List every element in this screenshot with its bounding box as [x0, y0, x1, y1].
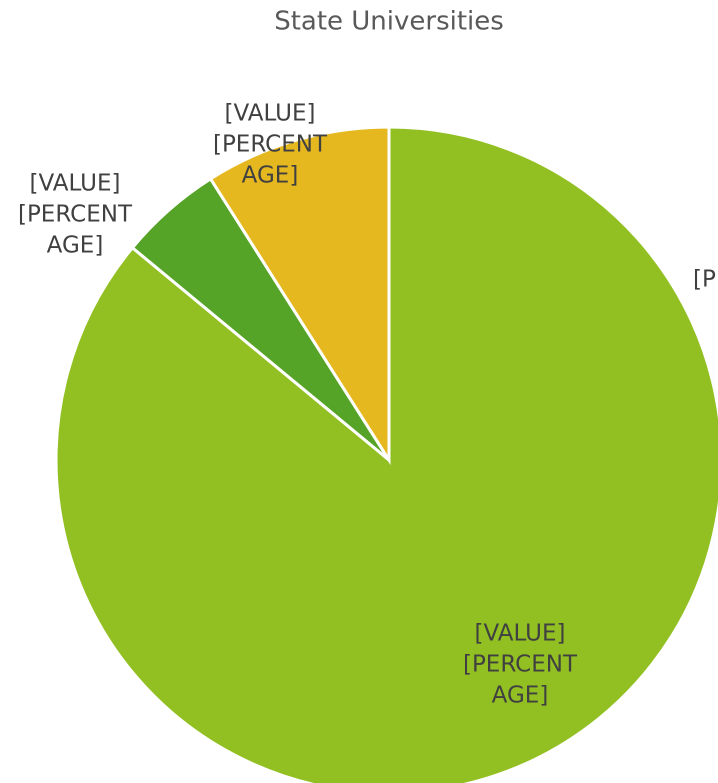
- data-label: [PERCENT: [18, 202, 133, 228]
- data-label: AGE]: [47, 233, 104, 259]
- data-label: AGE]: [242, 163, 299, 189]
- data-label: [VALUE]: [475, 621, 566, 647]
- chart-title: State Universities: [274, 7, 504, 37]
- data-label: AGE]: [492, 683, 549, 709]
- pie-slice: [208, 125, 391, 466]
- data-label: [VALUE]: [225, 101, 316, 127]
- annotation: [P: [693, 267, 716, 293]
- data-label: [PERCENT: [213, 132, 328, 158]
- pie-slice: [54, 125, 718, 783]
- data-label: [VALUE]: [30, 171, 121, 197]
- data-label: [PERCENT: [463, 652, 578, 678]
